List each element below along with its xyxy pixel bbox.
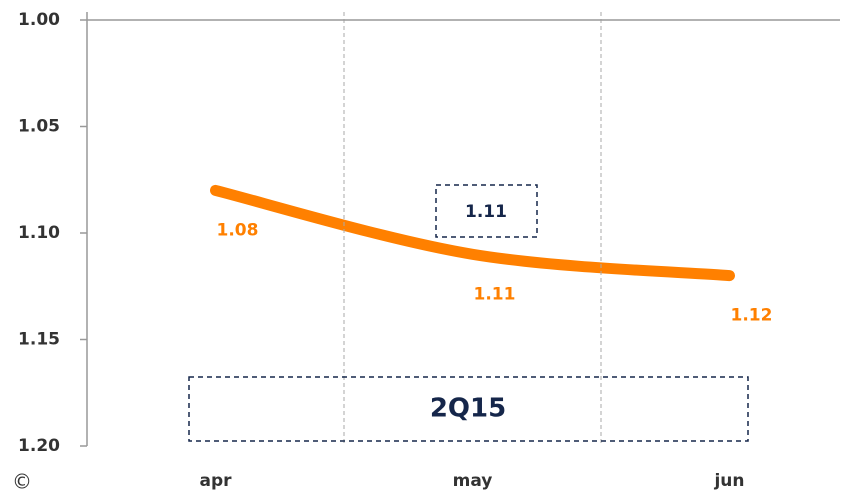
y-tick-label: 1.10 — [18, 223, 60, 243]
annotation: 1.11 — [465, 202, 507, 222]
y-tick-label: 1.15 — [18, 330, 60, 350]
x-tick-label: jun — [713, 471, 744, 491]
y-tick-label: 1.00 — [18, 10, 60, 30]
data-label: 1.11 — [474, 284, 516, 304]
annotation-box — [435, 184, 538, 238]
y-tick-label: 1.20 — [18, 436, 60, 456]
x-tick-label: apr — [199, 471, 232, 491]
annotation: © — [12, 470, 32, 494]
annotation-box — [188, 376, 749, 442]
data-label: 1.08 — [217, 220, 259, 240]
line — [210, 184, 735, 282]
x-tick-label: may — [453, 471, 493, 491]
y-tick-label: 1.05 — [18, 117, 60, 137]
data-label: 1.12 — [731, 306, 773, 326]
annotation: 2Q15 — [430, 394, 506, 424]
